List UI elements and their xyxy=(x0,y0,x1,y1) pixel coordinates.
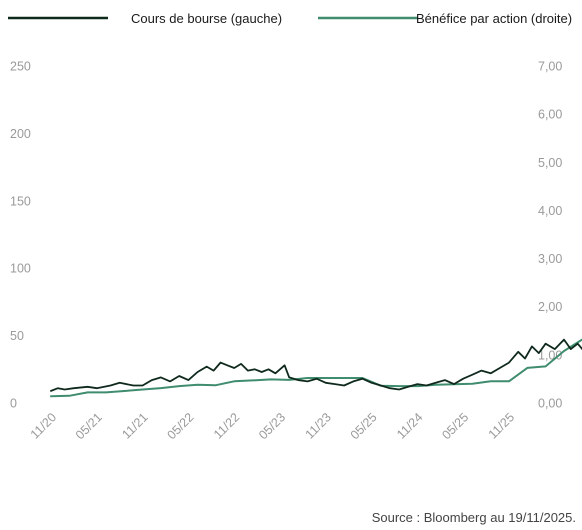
left-axis-tick-label: 250 xyxy=(10,60,31,74)
right-axis-tick-label: 7,00 xyxy=(538,60,562,74)
legend-label-eps: Bénéfice par action (droite) xyxy=(416,11,572,26)
left-axis-tick-label: 0 xyxy=(10,397,17,411)
x-axis-tick-label: 05/23 xyxy=(256,410,288,442)
right-axis-tick-label: 4,00 xyxy=(538,204,562,218)
right-axis-tick-label: 2,00 xyxy=(538,300,562,314)
legend-label-price: Cours de bourse (gauche) xyxy=(131,11,282,26)
x-axis-tick-label: 05/25 xyxy=(348,410,380,442)
x-axis-tick-label: 05/21 xyxy=(73,410,105,442)
x-axis-tick-label: 11/22 xyxy=(211,410,242,441)
series-layer xyxy=(50,338,582,398)
x-axis-tick-label: 05/22 xyxy=(165,410,197,442)
x-axis-tick-label: 11/23 xyxy=(303,410,334,441)
legend: Cours de bourse (gauche) Bénéfice par ac… xyxy=(8,11,572,26)
x-axis: 11/20 05/21 11/21 05/22 11/22 05/23 11/23 05/25… xyxy=(28,410,517,442)
x-axis-tick-label: 11/20 xyxy=(28,410,59,441)
left-axis: 0 50 100 150 200 250 xyxy=(10,60,31,411)
source-note: Source : Bloomberg au 19/11/2025. xyxy=(372,510,576,525)
left-axis-tick-label: 150 xyxy=(10,194,31,208)
x-axis-tick-label: 11/25 xyxy=(486,410,517,441)
right-axis-tick-label: 0,00 xyxy=(538,397,562,411)
x-axis-tick-label: 05/25 xyxy=(439,410,471,442)
right-axis-tick-label: 5,00 xyxy=(538,156,562,170)
x-axis-tick-label: 11/24 xyxy=(394,410,425,441)
price-series-line xyxy=(50,338,582,392)
right-axis-tick-label: 1,00 xyxy=(538,348,562,362)
left-axis-tick-label: 200 xyxy=(10,127,31,141)
right-axis: 0,00 1,00 2,00 3,00 4,00 5,00 6,00 7,00 xyxy=(538,60,562,411)
left-axis-tick-label: 100 xyxy=(10,262,31,276)
x-axis-tick-label: 11/21 xyxy=(119,410,150,441)
left-axis-tick-label: 50 xyxy=(10,329,24,343)
eps-series-line xyxy=(50,338,582,398)
right-axis-tick-label: 3,00 xyxy=(538,252,562,266)
right-axis-tick-label: 6,00 xyxy=(538,108,562,122)
